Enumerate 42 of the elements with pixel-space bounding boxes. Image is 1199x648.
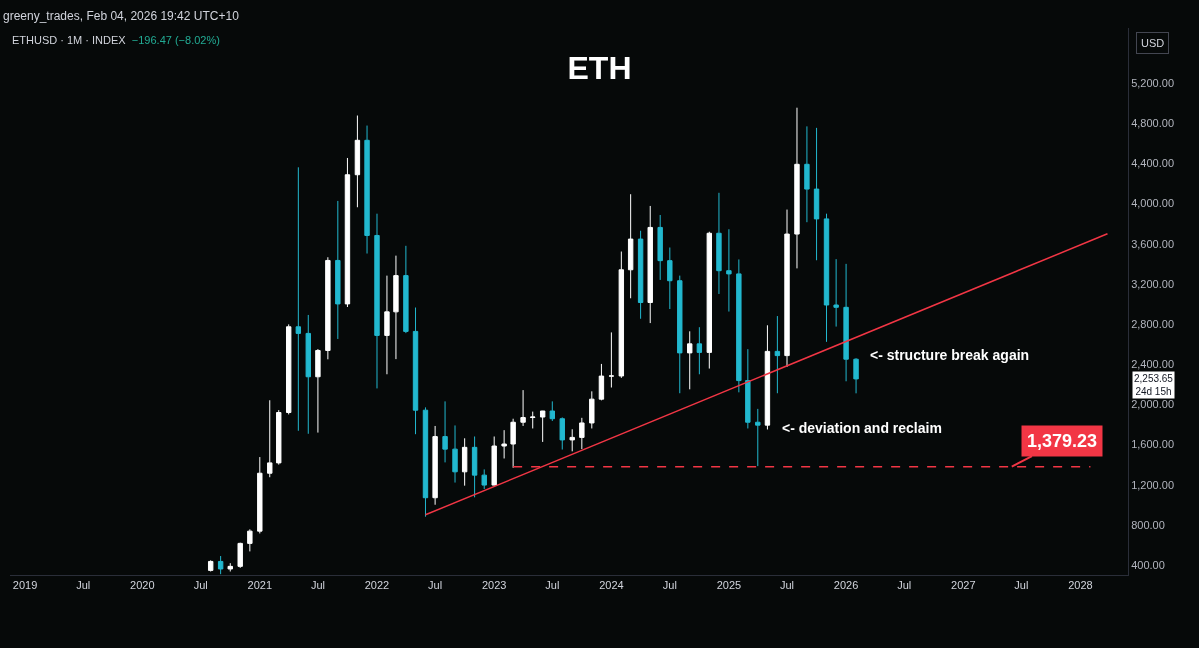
x-tick-label: 2027	[951, 579, 976, 592]
x-tick-label: Jul	[193, 579, 208, 592]
y-tick-label: 4,000.00	[1131, 197, 1175, 210]
x-tick-label: Jul	[1014, 579, 1029, 592]
x-tick-label: 2021	[247, 579, 273, 592]
y-tick-label: 5,200.00	[1131, 77, 1175, 90]
annotation: <- structure break again	[870, 347, 1030, 363]
y-tick-label: 3,200.00	[1131, 277, 1175, 290]
x-tick-label: Jul	[545, 579, 560, 592]
y-tick-label: 4,400.00	[1131, 157, 1175, 170]
x-tick-label: 2019	[12, 579, 38, 592]
x-tick-label: 2028	[1068, 579, 1093, 592]
annotation: −196.47 (−8.02%)	[131, 34, 220, 46]
x-tick-label: Jul	[897, 579, 912, 592]
text: USD	[1141, 37, 1165, 49]
x-tick-label: 2020	[130, 579, 155, 592]
y-tick-label: 2,800.00	[1131, 317, 1175, 330]
y-tick-label: 800.00	[1131, 518, 1165, 531]
x-tick-label: Jul	[310, 579, 325, 592]
x-tick-label: 2025	[716, 579, 742, 592]
x-tick-label: 2023	[481, 579, 507, 592]
x-tick-label: Jul	[779, 579, 795, 592]
x-tick-label: Jul	[76, 579, 91, 592]
text: greeny_trades, Feb 04, 2026 19:42 UTC+10	[3, 9, 240, 23]
text: 2,253.65	[1134, 373, 1174, 384]
text: ETHUSD · 1M · INDEX	[12, 34, 126, 46]
x-tick-label: 2024	[599, 579, 624, 592]
y-tick-label: 400.00	[1131, 558, 1165, 571]
y-tick-label: 1,600.00	[1131, 438, 1175, 451]
annotation: <- deviation and reclaim	[782, 420, 942, 436]
x-tick-label: Jul	[428, 579, 443, 592]
x-tick-label: 2022	[364, 579, 390, 592]
x-tick-label: Jul	[662, 579, 677, 592]
y-tick-label: 1,200.00	[1131, 478, 1175, 491]
x-tick-label: 2026	[833, 579, 859, 592]
y-tick-label: 2,400.00	[1131, 358, 1175, 371]
y-tick-label: 2,000.00	[1131, 398, 1175, 411]
text: ETH	[567, 50, 632, 87]
y-tick-label: 4,800.00	[1131, 117, 1175, 130]
annotation: 1,379.23	[1027, 431, 1098, 451]
text: 24d 15h	[1135, 386, 1172, 397]
y-tick-label: 3,600.00	[1131, 237, 1175, 250]
